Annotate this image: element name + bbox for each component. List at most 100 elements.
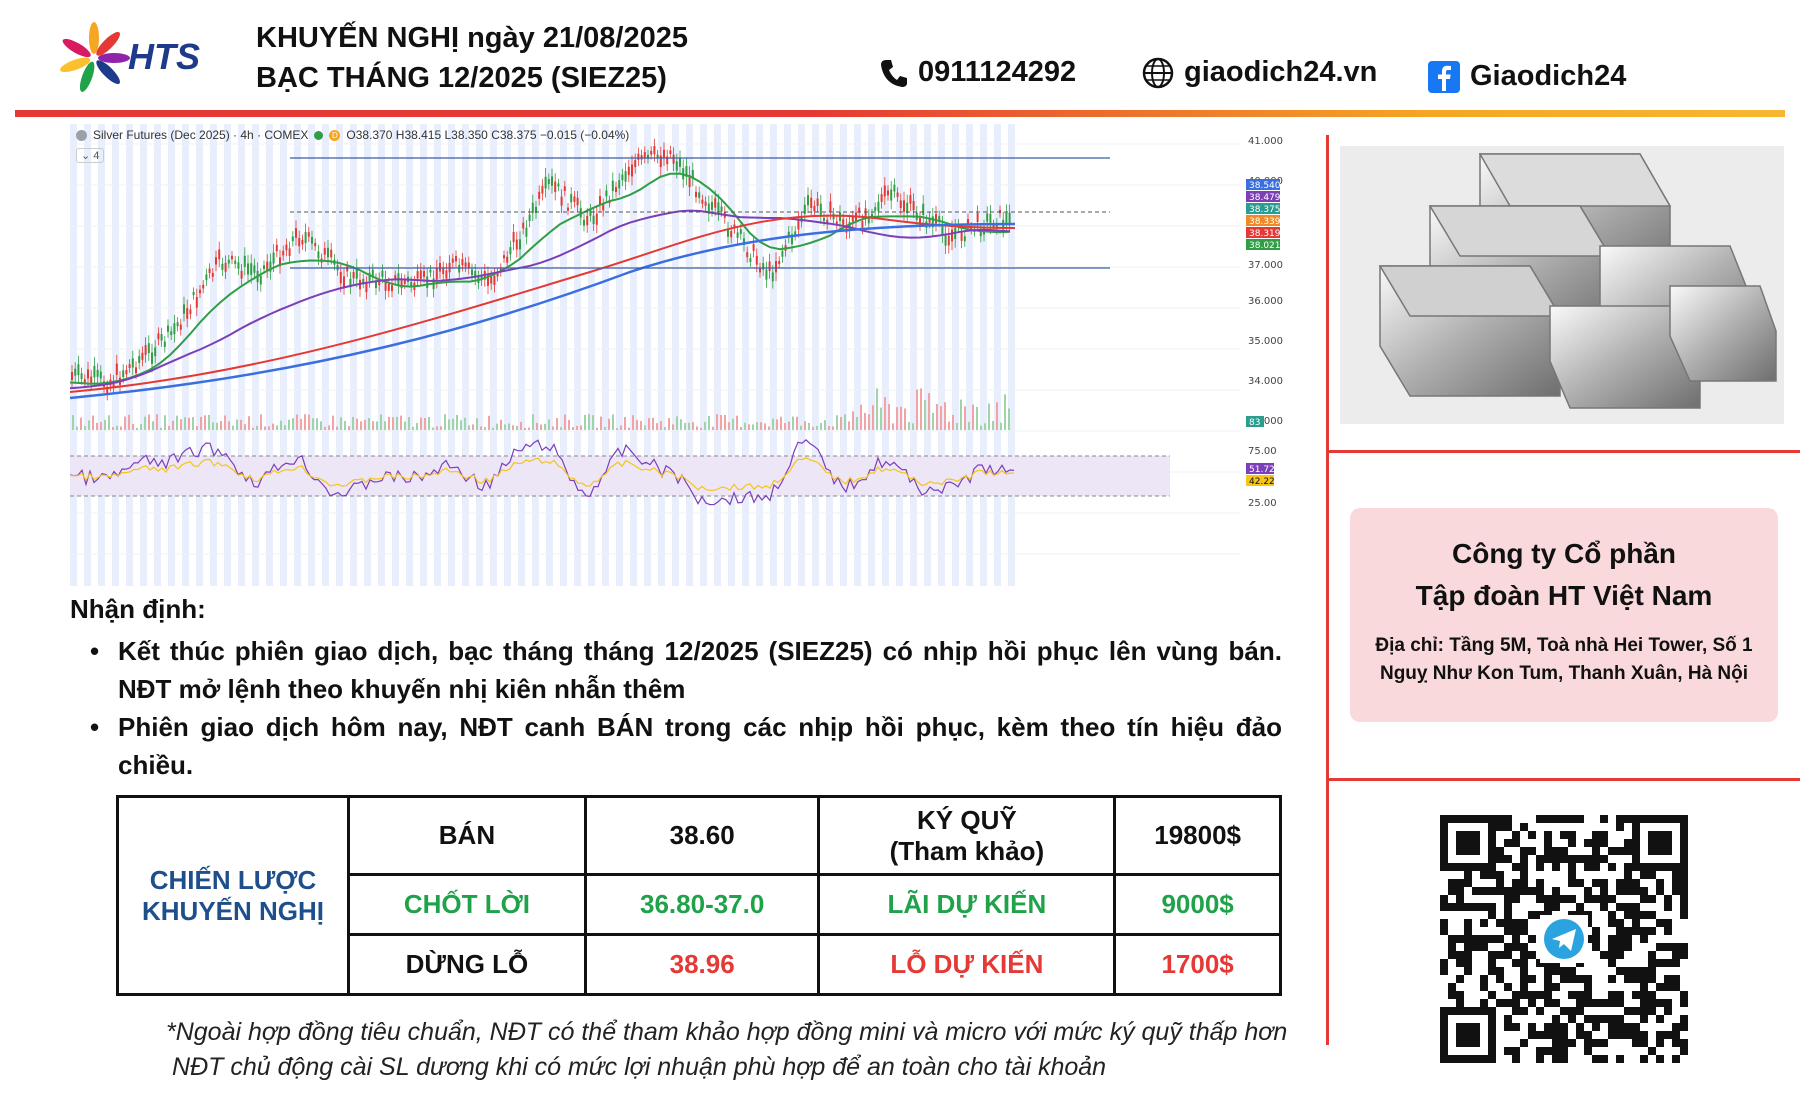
- silver-bars-image: [1340, 146, 1784, 424]
- price-badge-label: 38.540: [1249, 181, 1281, 191]
- candle-body: [819, 203, 822, 216]
- volume-bar: [524, 427, 526, 430]
- qr-module: [1616, 1031, 1624, 1039]
- qr-module: [1440, 927, 1448, 935]
- qr-module: [1480, 975, 1488, 983]
- price-badge: [1246, 179, 1280, 190]
- qr-module: [1480, 943, 1488, 951]
- qr-module: [1520, 943, 1528, 951]
- table-row: CHIẾN LƯỢC KHUYẾN NGHỊ BÁN 38.60 KÝ QUỸ …: [116, 795, 1282, 996]
- session-stripe: [574, 124, 581, 586]
- qr-module: [1664, 975, 1672, 983]
- qr-module: [1544, 999, 1552, 1007]
- chart-symbol: Silver Futures (Dec 2025) · 4h · COMEX: [93, 128, 309, 142]
- qr-module: [1552, 1047, 1560, 1055]
- qr-module: [1576, 815, 1584, 823]
- qr-module: [1496, 887, 1504, 895]
- qr-module: [1496, 855, 1504, 863]
- session-stripe: [196, 124, 203, 586]
- candle-body: [506, 256, 509, 263]
- qr-module: [1496, 823, 1504, 831]
- volume-bar: [584, 414, 586, 430]
- qr-module: [1512, 943, 1520, 951]
- candle-body: [234, 260, 237, 264]
- silver-bars-illustration: [1340, 146, 1784, 424]
- qr-module: [1480, 903, 1488, 911]
- telegram-qr-code[interactable]: [1440, 815, 1688, 1063]
- qr-module: [1464, 959, 1472, 967]
- qr-module: [1664, 1031, 1672, 1039]
- qr-module: [1448, 879, 1456, 887]
- qr-module: [1464, 943, 1472, 951]
- volume-bar: [884, 397, 886, 430]
- volume-bar: [644, 425, 646, 430]
- volume-bar: [536, 422, 538, 430]
- session-stripe: [588, 124, 595, 586]
- volume-bar: [336, 426, 338, 430]
- volume-bar: [516, 425, 518, 430]
- qr-module: [1624, 863, 1632, 871]
- qr-module: [1464, 919, 1472, 927]
- candle-body: [128, 364, 131, 368]
- session-stripe: [700, 124, 707, 586]
- price-chart[interactable]: 41.00040.00037.00036.00035.00034.00033.0…: [69, 124, 1300, 586]
- candle-body: [339, 271, 342, 284]
- qr-module: [1504, 951, 1512, 959]
- qr-module: [1656, 879, 1664, 887]
- qr-module: [1648, 1047, 1656, 1055]
- candle-body: [631, 164, 633, 177]
- candle-body: [474, 270, 477, 279]
- qr-module: [1448, 903, 1456, 911]
- candle-body: [883, 185, 886, 197]
- qr-module: [1448, 887, 1456, 895]
- candle-body: [330, 249, 333, 258]
- candle-body: [858, 207, 861, 213]
- volume-bar: [300, 418, 302, 430]
- candle-body: [512, 232, 515, 243]
- volume-badge-label: 83: [1249, 418, 1260, 428]
- volume-bar: [640, 421, 642, 430]
- facebook-link[interactable]: Giaodich24: [1428, 60, 1626, 93]
- volume-bar: [972, 404, 974, 430]
- volume-bar: [196, 426, 198, 430]
- candle-body: [317, 251, 320, 259]
- candle-body: [589, 209, 592, 216]
- volume-bar: [484, 427, 486, 430]
- indicator-collapse-button[interactable]: ⌄ 4: [76, 148, 105, 163]
- qr-module: [1584, 895, 1592, 903]
- candle-body: [845, 225, 848, 233]
- candle-body: [394, 275, 397, 279]
- candle-body: [554, 181, 557, 193]
- phone-contact[interactable]: 0911124292: [880, 56, 1076, 89]
- volume-bar: [212, 422, 214, 430]
- candle-body: [701, 199, 704, 204]
- qr-module: [1640, 999, 1648, 1007]
- candle-body: [746, 252, 749, 258]
- volume-bar: [688, 422, 690, 430]
- volume-bar: [940, 406, 942, 430]
- qr-module: [1624, 839, 1632, 847]
- qr-module: [1560, 1031, 1568, 1039]
- qr-module: [1480, 999, 1488, 1007]
- volume-bar: [932, 412, 934, 430]
- website-link[interactable]: giaodich24.vn: [1142, 56, 1377, 89]
- qr-module: [1456, 903, 1464, 911]
- session-stripe: [1008, 124, 1015, 586]
- qr-module: [1568, 1007, 1576, 1015]
- candle-body: [1008, 212, 1011, 223]
- qr-module: [1528, 935, 1536, 943]
- qr-module: [1680, 1047, 1688, 1055]
- volume-bar: [832, 426, 834, 430]
- hts-logo: [60, 22, 210, 98]
- analysis-list: • Kết thúc phiên giao dịch, bạc tháng thá…: [90, 632, 1282, 784]
- volume-bar: [812, 426, 814, 430]
- volume-bar: [656, 423, 658, 430]
- candle-body: [618, 180, 621, 189]
- qr-module: [1680, 1015, 1688, 1023]
- qr-module: [1592, 999, 1600, 1007]
- volume-bar: [852, 411, 854, 430]
- qr-module: [1464, 967, 1472, 975]
- session-stripe: [924, 124, 931, 586]
- volume-bar: [500, 419, 502, 430]
- qr-module: [1488, 991, 1496, 999]
